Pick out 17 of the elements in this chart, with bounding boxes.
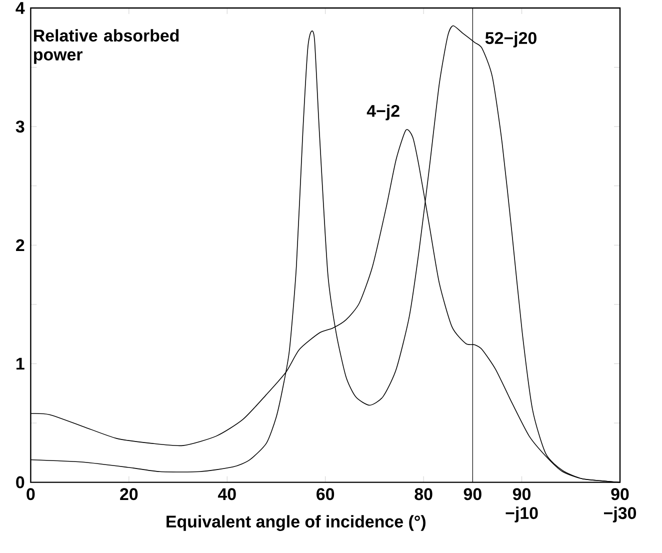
x-tick-label: 40 bbox=[218, 488, 236, 500]
y-tick-label: 0 bbox=[16, 476, 24, 488]
y-tick-label: 3 bbox=[16, 120, 24, 133]
series-label: 4−j2 bbox=[366, 104, 400, 120]
x-tick-label: 80 bbox=[414, 488, 432, 500]
y-axis-title: Relative absorbed power bbox=[34, 29, 179, 64]
series-label: 52−j20 bbox=[485, 32, 536, 48]
x-axis-title: Equivalent angle of incidence (°) bbox=[166, 515, 426, 532]
y-tick-label: 2 bbox=[16, 239, 24, 252]
x-tick-label: 90 −j30 bbox=[604, 488, 636, 522]
x-tick-label: 60 bbox=[316, 488, 334, 500]
x-tick-label: 0 bbox=[26, 488, 35, 500]
y-tick-label: 4 bbox=[16, 2, 25, 14]
x-tick-label: 90 −j10 bbox=[506, 488, 538, 522]
y-tick-label: 1 bbox=[16, 358, 24, 370]
x-tick-label: 90 bbox=[464, 488, 482, 500]
x-tick-label: 20 bbox=[120, 488, 138, 500]
